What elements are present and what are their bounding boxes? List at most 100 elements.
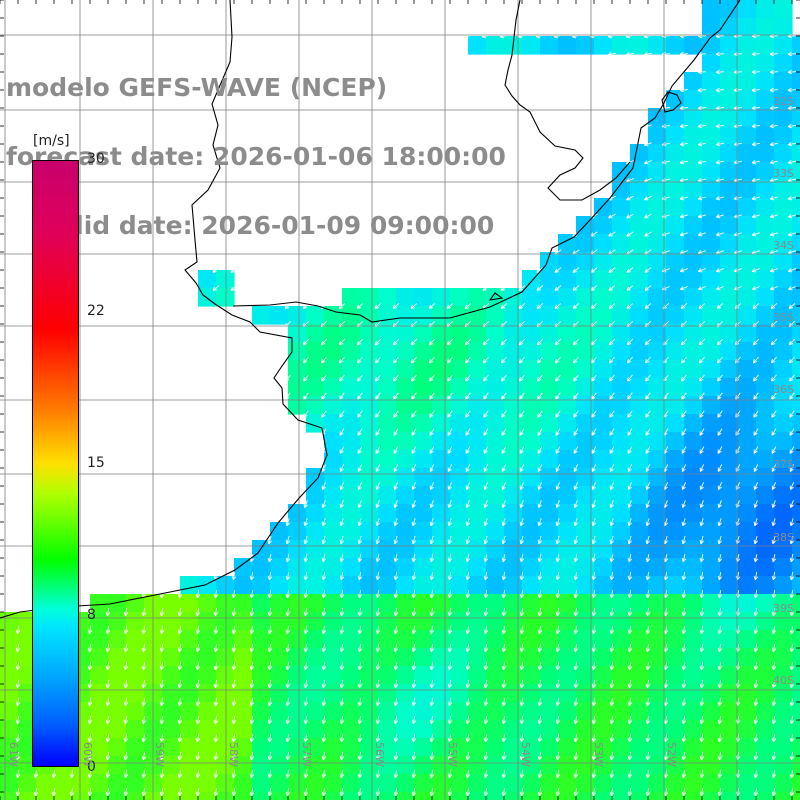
wind-speed-cell: [378, 396, 397, 415]
wind-speed-cell: [162, 684, 181, 703]
wind-speed-cell: [180, 684, 199, 703]
wind-arrow: [591, 590, 597, 599]
wind-speed-cell: [684, 306, 703, 325]
wind-speed-cell: [558, 756, 577, 775]
wind-arrow: [716, 338, 724, 346]
wind-speed-cell: [468, 504, 487, 523]
wind-speed-cell: [342, 648, 361, 667]
wind-arrow: [357, 464, 363, 472]
wind-speed-cell: [270, 684, 289, 703]
wind-arrow: [339, 428, 345, 436]
wind-arrow: [751, 159, 760, 165]
wind-arrow: [483, 482, 489, 491]
wind-arrow: [717, 553, 723, 563]
wind-arrow: [483, 518, 488, 527]
wind-arrow: [195, 770, 201, 779]
wind-arrow: [393, 752, 399, 761]
wind-speed-cell: [594, 684, 613, 703]
wind-arrow: [375, 535, 380, 545]
wind-arrow: [483, 716, 489, 725]
wind-speed-cell: [630, 648, 649, 667]
wind-speed-cell: [594, 270, 613, 289]
wind-speed-cell: [774, 720, 793, 739]
wind-arrow: [428, 302, 436, 310]
wind-speed-cell: [324, 468, 343, 487]
wind-speed-cell: [630, 756, 649, 775]
wind-speed-cell: [432, 468, 451, 487]
wind-arrow: [285, 374, 291, 382]
wind-speed-cell: [504, 648, 523, 667]
wind-speed-cell: [216, 792, 235, 800]
wind-arrow: [267, 644, 273, 653]
wind-speed-cell: [468, 576, 487, 595]
wind-speed-cell: [108, 594, 127, 613]
wind-speed-cell: [216, 594, 235, 613]
wind-arrow: [536, 285, 544, 291]
wind-arrow: [393, 662, 399, 671]
wind-speed-cell: [792, 144, 800, 163]
wind-speed-cell: [792, 108, 800, 127]
wind-arrow: [753, 500, 758, 509]
wind-arrow: [645, 716, 651, 725]
wind-arrow: [789, 644, 795, 653]
wind-arrow: [393, 553, 399, 563]
wind-arrow: [284, 302, 292, 310]
wind-arrow: [697, 123, 707, 129]
wind-arrow: [177, 644, 183, 653]
wind-arrow: [105, 608, 111, 617]
wind-speed-cell: [558, 270, 577, 289]
wind-speed-cell: [324, 378, 343, 397]
wind-speed-cell: [612, 306, 631, 325]
wind-arrow: [788, 356, 795, 364]
wind-speed-cell: [432, 540, 451, 559]
wind-speed-cell: [378, 486, 397, 505]
wind-arrow: [717, 590, 723, 599]
wind-speed-cell: [612, 558, 631, 577]
wind-arrow: [339, 644, 345, 653]
wind-speed-cell: [270, 720, 289, 739]
lat-label: 33S: [773, 167, 794, 180]
wind-speed-cell: [738, 774, 757, 793]
wind-speed-cell: [360, 666, 379, 685]
wind-arrow: [123, 608, 129, 617]
wind-speed-cell: [756, 360, 775, 379]
wind-speed-cell: [738, 0, 757, 19]
wind-speed-cell: [684, 792, 703, 800]
wind-speed-cell: [648, 486, 667, 505]
wind-arrow: [643, 142, 652, 147]
wind-speed-cell: [792, 306, 800, 325]
wind-arrow: [249, 788, 255, 797]
wind-speed-cell: [522, 702, 541, 721]
wind-arrow: [681, 482, 687, 491]
wind-speed-cell: [450, 594, 469, 613]
wind-speed-cell: [558, 252, 577, 271]
wind-arrow: [789, 662, 795, 671]
wind-speed-cell: [738, 486, 757, 505]
wind-speed-cell: [414, 630, 433, 649]
wind-speed-cell: [108, 756, 127, 775]
wind-speed-cell: [414, 648, 433, 667]
wind-speed-cell: [180, 720, 199, 739]
wind-speed-cell: [558, 522, 577, 541]
wind-speed-cell: [270, 648, 289, 667]
wind-speed-cell: [720, 90, 739, 109]
wind-arrow: [411, 553, 417, 563]
wind-speed-cell: [306, 684, 325, 703]
wind-arrow: [501, 392, 507, 400]
wind-speed-cell: [684, 216, 703, 235]
wind-speed-cell: [792, 450, 800, 469]
wind-speed-cell: [774, 666, 793, 685]
wind-speed-cell: [0, 774, 19, 793]
wind-arrow: [697, 286, 706, 291]
wind-arrow: [787, 232, 796, 237]
wind-speed-cell: [450, 630, 469, 649]
wind-arrow: [447, 428, 453, 436]
wind-arrow: [717, 500, 722, 509]
wind-speed-cell: [468, 306, 487, 325]
wind-speed-cell: [630, 774, 649, 793]
wind-arrow: [465, 788, 471, 797]
wind-arrow: [591, 518, 596, 527]
wind-arrow: [429, 553, 435, 563]
wind-speed-cell: [756, 108, 775, 127]
